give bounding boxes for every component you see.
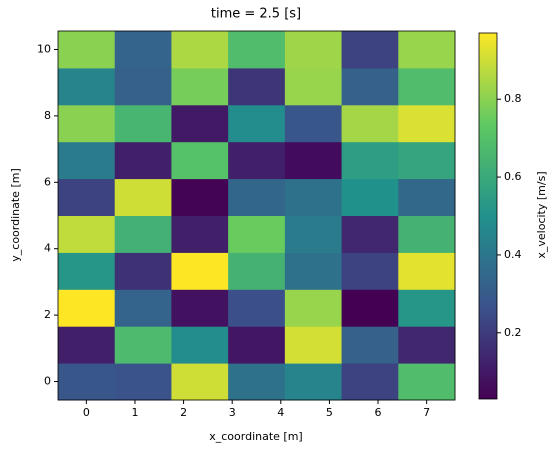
heatmap-cell xyxy=(171,252,229,290)
heatmap-cell xyxy=(114,363,172,401)
y-tick-label: 8 xyxy=(44,109,51,122)
heatmap-cell xyxy=(58,326,116,364)
heatmap-cell xyxy=(341,141,399,180)
y-tick-label: 2 xyxy=(44,308,51,321)
heatmap-cell xyxy=(114,326,172,364)
heatmap-cell xyxy=(228,178,286,216)
heatmap-cell xyxy=(58,289,116,327)
heatmap-cell xyxy=(171,141,229,180)
heatmap-cell xyxy=(114,67,172,106)
y-tick-label: 6 xyxy=(44,175,51,188)
y-tick-label: 10 xyxy=(37,42,51,55)
plot-frame xyxy=(57,30,456,401)
heatmap-cell xyxy=(228,31,286,69)
heatmap-cell xyxy=(171,363,229,401)
heatmap-cell xyxy=(398,252,456,290)
heatmap-cell xyxy=(284,252,343,290)
heatmap-cell xyxy=(114,31,172,69)
heatmap-cell xyxy=(58,178,116,216)
heatmap-cell xyxy=(114,104,172,143)
x-tick-label: 6 xyxy=(375,406,382,419)
x-tick-label: 0 xyxy=(83,406,90,419)
heatmap-cell xyxy=(228,252,286,290)
colorbar-tick-label: 0.4 xyxy=(504,248,522,261)
colorbar xyxy=(478,32,498,400)
heatmap-cell xyxy=(228,141,286,180)
heatmap-cell xyxy=(398,104,456,143)
heatmap-cell xyxy=(171,67,229,106)
heatmap-cell xyxy=(114,215,172,253)
heatmap-cell xyxy=(114,178,172,216)
heatmap-cell xyxy=(341,178,399,216)
heatmap-cell xyxy=(341,104,399,143)
heatmap-cell xyxy=(284,363,343,401)
heatmap-cell xyxy=(171,215,229,253)
heatmap-cell xyxy=(284,326,343,364)
colorbar-tick-label: 0.6 xyxy=(504,170,522,183)
heatmap-cell xyxy=(341,326,399,364)
x-tick-label: 3 xyxy=(229,406,236,419)
heatmap-cell xyxy=(171,326,229,364)
heatmap-cell xyxy=(341,31,399,69)
heatmap-cell xyxy=(284,104,343,143)
colorbar-label: x_velocity [m/s] xyxy=(535,171,548,258)
heatmap-cell xyxy=(171,31,229,69)
heatmap-cell xyxy=(228,289,286,327)
heatmap-cell xyxy=(171,104,229,143)
heatmap-cell xyxy=(228,67,286,106)
heatmap-cell xyxy=(228,326,286,364)
x-tick-label: 1 xyxy=(131,406,138,419)
chart-title: time = 2.5 [s] xyxy=(211,7,301,22)
heatmap-cell xyxy=(284,178,343,216)
heatmap-cell xyxy=(398,67,456,106)
heatmap-cell xyxy=(341,67,399,106)
heatmap-cell xyxy=(398,31,456,69)
heatmap-cell xyxy=(228,104,286,143)
heatmap-cell xyxy=(171,178,229,216)
heatmap-cell xyxy=(398,141,456,180)
heatmap-cell xyxy=(58,67,116,106)
heatmap-cell xyxy=(114,141,172,180)
heatmap-cell xyxy=(341,252,399,290)
heatmap-cell xyxy=(58,363,116,401)
heatmap-cell xyxy=(228,215,286,253)
heatmap-cell xyxy=(58,141,116,180)
heatmap-cell xyxy=(284,141,343,180)
heatmap-cell xyxy=(284,215,343,253)
y-axis-label: y_coordinate [m] xyxy=(9,168,22,261)
heatmap-cell xyxy=(398,363,456,401)
heatmap-cell xyxy=(398,215,456,253)
y-tick-label: 0 xyxy=(44,375,51,388)
heatmap-cell xyxy=(341,215,399,253)
y-tick-label: 4 xyxy=(44,242,51,255)
colorbar-tick-label: 0.2 xyxy=(504,326,522,339)
heatmap-cell xyxy=(58,215,116,253)
heatmap-cell xyxy=(228,363,286,401)
heatmap-cell xyxy=(114,289,172,327)
x-tick-label: 5 xyxy=(326,406,333,419)
heatmap-cell xyxy=(284,289,343,327)
heatmap-cell xyxy=(398,326,456,364)
x-axis-label: x_coordinate [m] xyxy=(209,430,302,443)
x-tick-label: 7 xyxy=(423,406,430,419)
heatmap-cell xyxy=(114,252,172,290)
heatmap-cell xyxy=(341,289,399,327)
heatmap-cell xyxy=(58,252,116,290)
heatmap-cell xyxy=(341,363,399,401)
heatmap-cell xyxy=(398,178,456,216)
x-tick-label: 4 xyxy=(277,406,284,419)
heatmap-cell xyxy=(171,289,229,327)
heatmap-cell xyxy=(284,67,343,106)
heatmap-cell xyxy=(284,31,343,69)
heatmap-cell xyxy=(58,104,116,143)
heatmap-cell xyxy=(398,289,456,327)
colorbar-tick-label: 0.8 xyxy=(504,92,522,105)
heatmap-cell xyxy=(58,31,116,69)
x-tick-label: 2 xyxy=(180,406,187,419)
